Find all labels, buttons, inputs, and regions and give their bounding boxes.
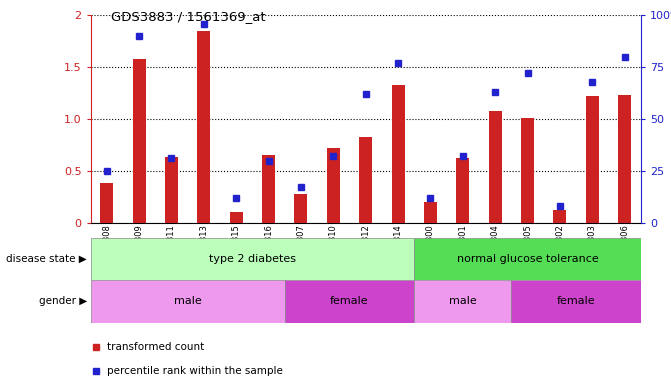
Bar <box>511 280 641 323</box>
Text: female: female <box>330 296 369 306</box>
Text: normal glucose tolerance: normal glucose tolerance <box>457 254 599 264</box>
Text: transformed count: transformed count <box>107 342 205 352</box>
Text: female: female <box>557 296 595 306</box>
Bar <box>100 183 113 223</box>
Bar <box>262 156 275 223</box>
Bar <box>359 137 372 223</box>
Bar <box>586 96 599 223</box>
Bar <box>91 238 414 280</box>
Text: gender ▶: gender ▶ <box>39 296 87 306</box>
Bar <box>229 212 243 223</box>
Bar <box>488 111 502 223</box>
Bar <box>165 157 178 223</box>
Bar <box>197 31 210 223</box>
Bar <box>295 194 307 223</box>
Text: male: male <box>174 296 201 306</box>
Bar <box>618 95 631 223</box>
Bar <box>285 280 414 323</box>
Text: GDS3883 / 1561369_at: GDS3883 / 1561369_at <box>111 10 265 23</box>
Text: percentile rank within the sample: percentile rank within the sample <box>107 366 283 376</box>
Bar <box>414 280 511 323</box>
Bar <box>521 118 534 223</box>
Bar <box>414 238 641 280</box>
Text: disease state ▶: disease state ▶ <box>7 254 87 264</box>
Text: male: male <box>449 296 476 306</box>
Bar <box>327 148 340 223</box>
Bar <box>392 85 405 223</box>
Bar <box>424 202 437 223</box>
Bar <box>133 59 146 223</box>
Text: type 2 diabetes: type 2 diabetes <box>209 254 296 264</box>
Bar <box>554 210 566 223</box>
Bar <box>456 159 469 223</box>
Bar <box>91 280 285 323</box>
